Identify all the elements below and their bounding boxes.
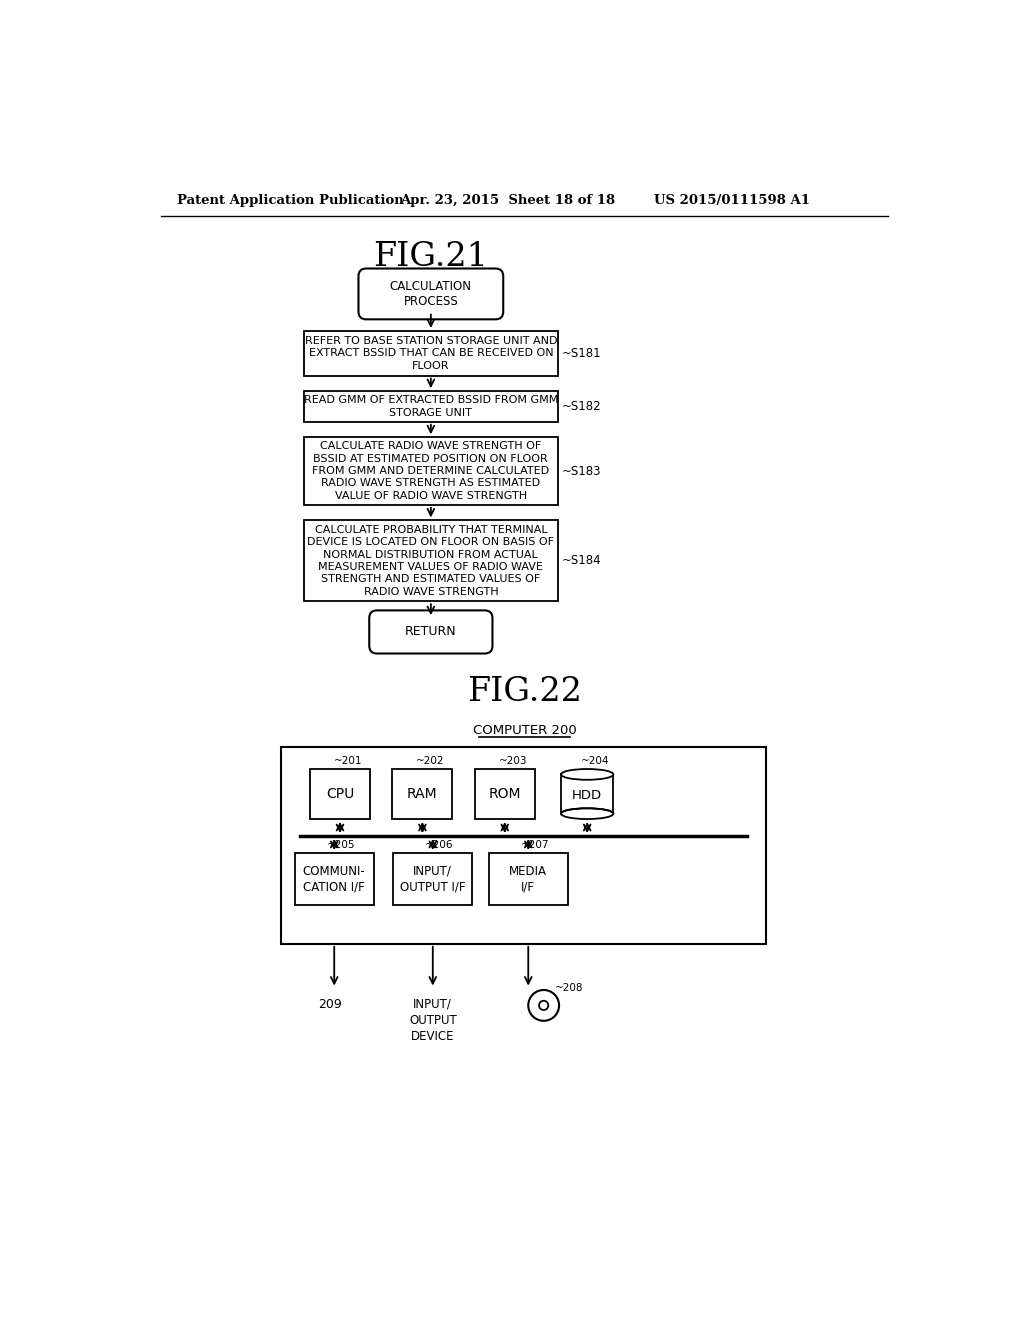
FancyBboxPatch shape — [295, 853, 374, 906]
FancyBboxPatch shape — [304, 437, 558, 506]
Text: CALCULATION
PROCESS: CALCULATION PROCESS — [390, 280, 472, 308]
Text: INPUT/
OUTPUT I/F: INPUT/ OUTPUT I/F — [400, 865, 466, 894]
Text: ~S184: ~S184 — [562, 554, 601, 568]
Text: Patent Application Publication: Patent Application Publication — [177, 194, 403, 207]
Ellipse shape — [561, 808, 613, 818]
Text: ~206: ~206 — [425, 841, 454, 850]
Text: FIG.22: FIG.22 — [467, 676, 583, 708]
Text: FIG.21: FIG.21 — [374, 242, 488, 273]
FancyBboxPatch shape — [370, 610, 493, 653]
Circle shape — [539, 1001, 548, 1010]
Text: COMPUTER 200: COMPUTER 200 — [473, 723, 577, 737]
FancyBboxPatch shape — [304, 331, 558, 376]
FancyBboxPatch shape — [488, 853, 568, 906]
Text: RAM: RAM — [408, 787, 437, 801]
Text: CPU: CPU — [326, 787, 354, 801]
Text: ~S183: ~S183 — [562, 465, 601, 478]
Text: ~205: ~205 — [327, 841, 355, 850]
Text: ~208: ~208 — [555, 982, 584, 993]
Text: MEDIA
I/F: MEDIA I/F — [509, 865, 547, 894]
Text: CALCULATE PROBABILITY THAT TERMINAL
DEVICE IS LOCATED ON FLOOR ON BASIS OF
NORMA: CALCULATE PROBABILITY THAT TERMINAL DEVI… — [307, 525, 554, 597]
Text: COMMUNI-
CATION I/F: COMMUNI- CATION I/F — [303, 865, 366, 894]
FancyBboxPatch shape — [561, 775, 613, 813]
FancyBboxPatch shape — [310, 770, 370, 818]
Text: ~S182: ~S182 — [562, 400, 601, 413]
Text: CALCULATE RADIO WAVE STRENGTH OF
BSSID AT ESTIMATED POSITION ON FLOOR
FROM GMM A: CALCULATE RADIO WAVE STRENGTH OF BSSID A… — [312, 441, 550, 500]
Text: ~201: ~201 — [334, 756, 362, 767]
Ellipse shape — [561, 770, 613, 780]
FancyBboxPatch shape — [281, 747, 766, 944]
FancyBboxPatch shape — [393, 853, 472, 906]
Text: ~202: ~202 — [416, 756, 444, 767]
Text: US 2015/0111598 A1: US 2015/0111598 A1 — [654, 194, 810, 207]
Text: HDD: HDD — [572, 789, 602, 803]
Text: INPUT/
OUTPUT
DEVICE: INPUT/ OUTPUT DEVICE — [409, 998, 457, 1043]
FancyBboxPatch shape — [475, 770, 535, 818]
FancyBboxPatch shape — [392, 770, 453, 818]
Text: ~204: ~204 — [581, 756, 609, 767]
Text: RETURN: RETURN — [406, 626, 457, 639]
Text: ~203: ~203 — [499, 756, 527, 767]
Text: Apr. 23, 2015  Sheet 18 of 18: Apr. 23, 2015 Sheet 18 of 18 — [400, 194, 615, 207]
Text: 209: 209 — [318, 998, 342, 1011]
FancyBboxPatch shape — [304, 520, 558, 601]
Text: REFER TO BASE STATION STORAGE UNIT AND
EXTRACT BSSID THAT CAN BE RECEIVED ON
FLO: REFER TO BASE STATION STORAGE UNIT AND E… — [304, 335, 557, 371]
Text: READ GMM OF EXTRACTED BSSID FROM GMM
STORAGE UNIT: READ GMM OF EXTRACTED BSSID FROM GMM STO… — [304, 395, 558, 417]
Text: ROM: ROM — [488, 787, 521, 801]
Text: ~S181: ~S181 — [562, 347, 601, 360]
FancyBboxPatch shape — [358, 268, 503, 319]
FancyBboxPatch shape — [304, 391, 558, 422]
Text: ~207: ~207 — [520, 841, 549, 850]
Circle shape — [528, 990, 559, 1020]
